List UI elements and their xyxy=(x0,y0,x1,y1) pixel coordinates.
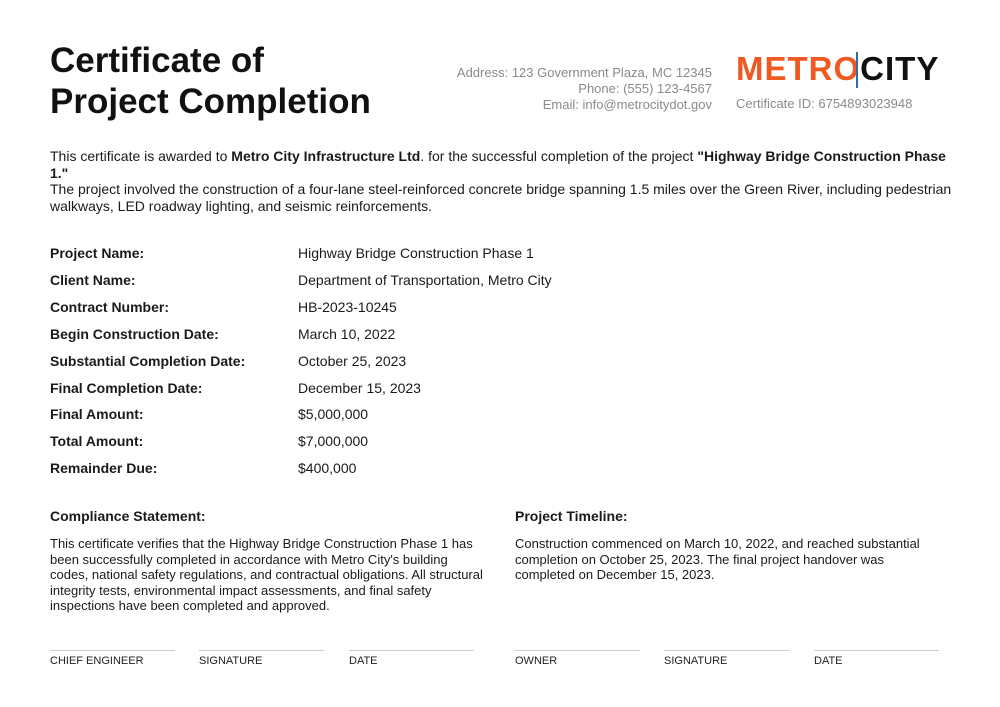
logo-metro: METRO xyxy=(736,50,861,87)
address: Address: 123 Government Plaza, MC 12345 xyxy=(456,65,712,80)
detail-label: Final Completion Date: xyxy=(50,379,203,396)
detail-label: Remainder Due: xyxy=(50,460,158,477)
detail-label: Project Name: xyxy=(50,245,145,261)
intro-text: This certificate is awarded to Metro Cit… xyxy=(50,148,960,182)
detail-value: October 25, 2023 xyxy=(298,352,407,369)
logo-city: CITY xyxy=(860,50,940,87)
intro-mid: . for the successful completion of the p… xyxy=(420,148,698,164)
detail-value: March 10, 2022 xyxy=(298,325,396,342)
signature-field: DATE xyxy=(349,650,474,667)
page-title: Certificate of Project Completion xyxy=(50,40,371,122)
detail-label: Final Amount: xyxy=(50,406,144,423)
detail-value: Department of Transportation, Metro City xyxy=(298,271,552,288)
email: Email: info@metrocitydot.gov xyxy=(542,97,712,112)
signature-field: SIGNATURE xyxy=(664,650,789,667)
signature-field: SIGNATURE xyxy=(199,650,324,667)
title-line-2: Project Completion xyxy=(50,82,371,121)
detail-label: Substantial Completion Date: xyxy=(50,352,246,369)
detail-label: Total Amount: xyxy=(50,433,144,450)
detail-value: December 15, 2023 xyxy=(298,379,421,396)
detail-value: Highway Bridge Construction Phase 1 xyxy=(298,245,534,261)
detail-value: $5,000,000 xyxy=(298,406,369,423)
compliance-title: Compliance Statement: xyxy=(50,508,206,524)
timeline-section: Project Timeline: Construction commenced… xyxy=(515,508,945,583)
signature-field: DATE xyxy=(814,650,939,667)
compliance-section: Compliance Statement: This certificate v… xyxy=(50,508,485,614)
compliance-text: This certificate verifies that the Highw… xyxy=(50,536,483,613)
detail-value: $400,000 xyxy=(298,460,357,477)
contact-info: Address: 123 Government Plaza, MC 12345 … xyxy=(457,65,712,113)
timeline-title: Project Timeline: xyxy=(515,508,628,524)
company-name: Metro City Infrastructure Ltd xyxy=(231,148,421,164)
logo-divider xyxy=(856,52,858,88)
detail-label: Client Name: xyxy=(50,271,136,288)
detail-label: Contract Number: xyxy=(50,298,170,315)
signature-field: OWNER xyxy=(515,650,640,667)
signature-field: CHIEF ENGINEER xyxy=(50,650,175,667)
detail-value: HB-2023-10245 xyxy=(298,298,397,315)
intro-pre: This certificate is awarded to xyxy=(50,148,232,164)
detail-label: Begin Construction Date: xyxy=(50,325,219,342)
certificate-id: Certificate ID: 6754893023948 xyxy=(736,96,913,111)
title-line-1: Certificate of xyxy=(50,41,264,80)
timeline-text: Construction commenced on March 10, 2022… xyxy=(515,536,920,582)
metro-city-logo: METROCITY xyxy=(736,50,939,90)
detail-value: $7,000,000 xyxy=(298,433,369,450)
description: The project involved the construction of… xyxy=(50,181,952,214)
phone: Phone: (555) 123-4567 xyxy=(578,81,712,96)
project-title: "Highway Bridge Construction Phase 1." xyxy=(50,148,946,181)
